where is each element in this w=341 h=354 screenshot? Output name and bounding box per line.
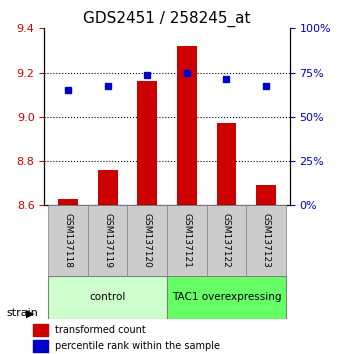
Title: GDS2451 / 258245_at: GDS2451 / 258245_at: [83, 11, 251, 27]
Text: GSM137119: GSM137119: [103, 213, 112, 268]
FancyBboxPatch shape: [167, 205, 207, 276]
Bar: [98, 170, 118, 205]
Text: transformed count: transformed count: [55, 325, 146, 335]
Bar: [58, 199, 78, 205]
FancyBboxPatch shape: [48, 276, 167, 319]
FancyBboxPatch shape: [167, 276, 286, 319]
FancyBboxPatch shape: [207, 205, 246, 276]
Bar: [33, 340, 48, 352]
Text: GSM137118: GSM137118: [63, 213, 73, 268]
Text: ▶: ▶: [26, 308, 34, 318]
Text: TAC1 overexpressing: TAC1 overexpressing: [172, 292, 281, 302]
FancyBboxPatch shape: [88, 205, 128, 276]
Text: GSM137123: GSM137123: [262, 213, 271, 268]
FancyBboxPatch shape: [128, 205, 167, 276]
Text: GSM137122: GSM137122: [222, 213, 231, 268]
Text: percentile rank within the sample: percentile rank within the sample: [55, 341, 220, 351]
Text: GSM137120: GSM137120: [143, 213, 152, 268]
Bar: [33, 324, 48, 336]
Bar: [256, 185, 276, 205]
Bar: [177, 46, 197, 205]
Text: GSM137121: GSM137121: [182, 213, 191, 268]
Text: control: control: [89, 292, 126, 302]
FancyBboxPatch shape: [246, 205, 286, 276]
Text: strain: strain: [7, 308, 39, 318]
FancyBboxPatch shape: [48, 205, 88, 276]
Bar: [217, 124, 236, 205]
Bar: [137, 81, 157, 205]
